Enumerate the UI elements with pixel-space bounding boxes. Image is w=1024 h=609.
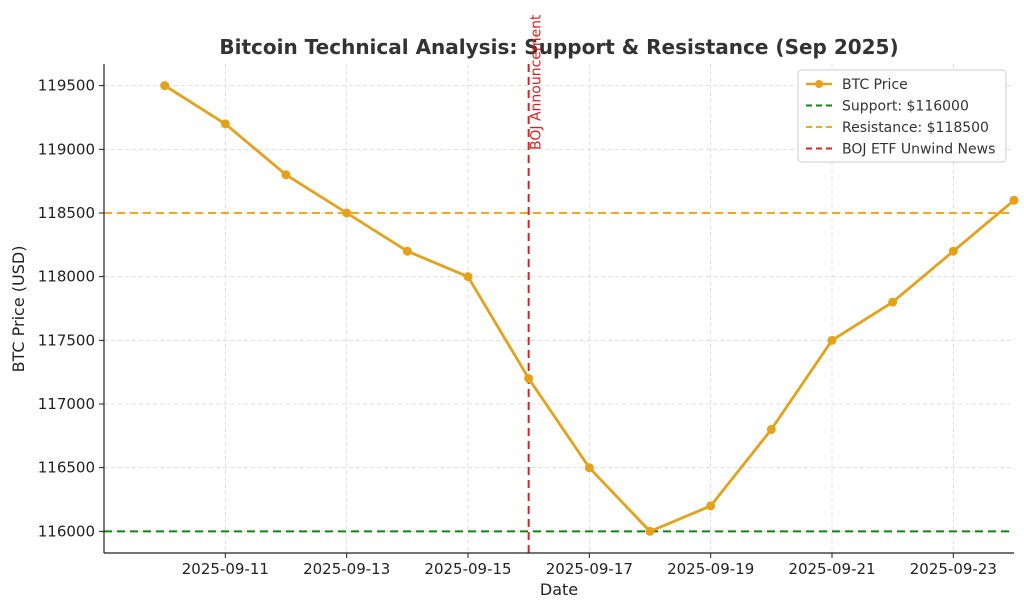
y-tick-label: 119000: [38, 140, 95, 158]
x-tick-label: 2025-09-23: [910, 560, 997, 578]
y-tick-label: 118000: [38, 268, 95, 286]
y-tick-label: 117000: [38, 395, 95, 413]
data-point: [463, 272, 473, 282]
data-point: [888, 297, 898, 307]
legend-label: BOJ ETF Unwind News: [842, 142, 995, 158]
y-tick-label: 116000: [38, 522, 95, 540]
data-point: [220, 119, 230, 129]
event-annotation: BOJ Announcement: [529, 14, 545, 150]
data-point: [342, 208, 352, 218]
legend: BTC Price Support: $116000 Resistance: $11…: [797, 69, 1007, 163]
data-point: [584, 463, 594, 473]
axes: 116000 116500 117000 117500 118000 118500 1190…: [38, 64, 1014, 578]
data-point: [948, 246, 958, 256]
x-tick-label: 2025-09-21: [788, 560, 875, 578]
x-tick-label: 2025-09-19: [667, 560, 754, 578]
y-axis-title: BTC Price (USD): [9, 246, 28, 373]
y-tick-label: 117500: [38, 331, 95, 349]
data-point: [645, 526, 655, 536]
data-point: [524, 374, 534, 384]
x-tick-label: 2025-09-17: [546, 560, 633, 578]
data-point: [827, 335, 837, 345]
reference-lines: BOJ Announcement: [104, 14, 1014, 553]
legend-label: Support: $116000: [842, 99, 969, 115]
legend-marker: [815, 80, 823, 88]
legend-label: BTC Price: [842, 77, 908, 93]
x-tick-label: 2025-09-13: [303, 560, 390, 578]
data-point: [1009, 195, 1019, 205]
series-layer: [160, 81, 1019, 536]
legend-label: Resistance: $118500: [842, 120, 989, 136]
data-point: [160, 81, 170, 91]
y-tick-label: 116500: [38, 459, 95, 477]
data-point: [402, 246, 412, 256]
data-point: [706, 501, 716, 511]
y-tick-label: 118500: [38, 204, 95, 222]
data-point: [766, 424, 776, 434]
x-axis-title: Date: [540, 580, 578, 599]
x-tick-label: 2025-09-15: [424, 560, 511, 578]
legend-box: [797, 69, 1007, 163]
data-point: [281, 170, 291, 180]
y-tick-label: 119500: [38, 77, 95, 95]
chart-title: Bitcoin Technical Analysis: Support & Re…: [219, 35, 898, 59]
x-tick-label: 2025-09-11: [182, 560, 269, 578]
